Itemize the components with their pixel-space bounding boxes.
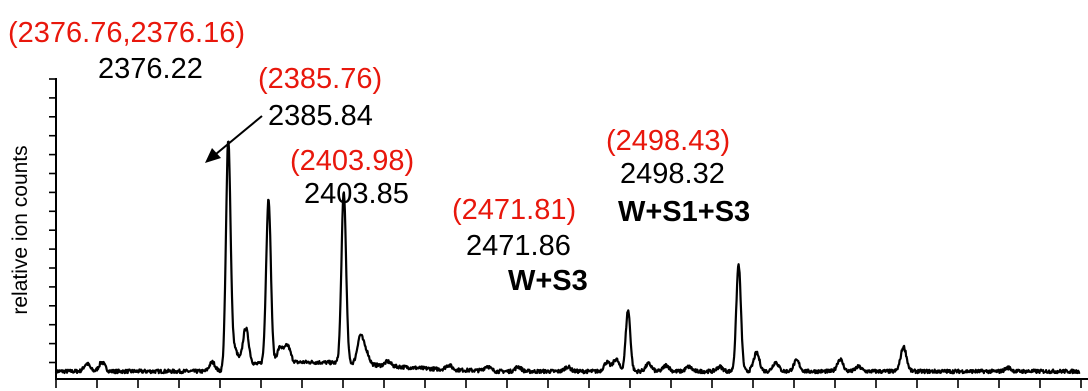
spectrum-trace (54, 140, 1081, 375)
observed-mass-label: 2376.22 (98, 53, 203, 85)
theoretical-mass-label: (2471.81) (452, 194, 576, 226)
observed-mass-label: 2471.86 (466, 230, 571, 262)
peak-annotations: (2376.76,2376.16) 2376.22 (2385.76) 2385.84… (8, 17, 750, 297)
y-axis-label-group: relative ion counts (9, 145, 32, 314)
observed-mass-label: 2403.85 (304, 178, 409, 210)
observed-mass-label: 2385.84 (268, 100, 373, 132)
peak-assignment-label: W+S3 (508, 265, 588, 297)
peak-assignment-label: W+S1+S3 (618, 196, 750, 228)
y-axis-label: relative ion counts (9, 145, 32, 314)
peak-arrow (205, 115, 263, 163)
axes (49, 78, 1088, 388)
theoretical-mass-label: (2385.76) (258, 63, 382, 95)
theoretical-mass-label: (2498.43) (606, 125, 730, 157)
theoretical-mass-label: (2376.76,2376.16) (8, 17, 245, 49)
observed-mass-label: 2498.32 (620, 158, 725, 190)
theoretical-mass-label: (2403.98) (290, 145, 414, 177)
